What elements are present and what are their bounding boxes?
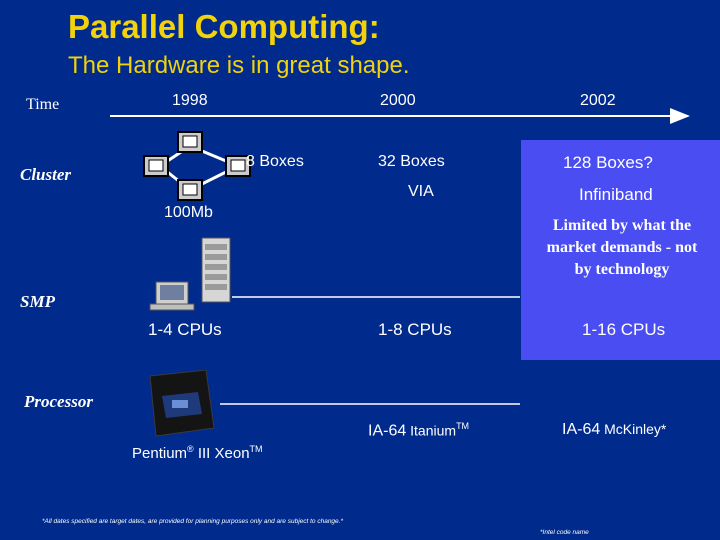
processor-2002-label: IA-64 McKinley* xyxy=(562,421,666,439)
smp-server-icon xyxy=(149,237,231,311)
chip-1998-trademark: TM xyxy=(249,444,263,454)
chip-2002-family: IA-64 xyxy=(562,421,601,438)
chip-2002-name: McKinley* xyxy=(600,421,667,437)
smp-2002-note: Limited by what the market demands - not… xyxy=(546,217,698,278)
disclaimer-footnote: *All dates specified are target dates, a… xyxy=(42,518,343,525)
time-label: Time xyxy=(26,96,60,113)
year-2002: 2002 xyxy=(580,92,616,109)
cluster-network-icon xyxy=(143,131,251,201)
chip-1998-model: III Xeon xyxy=(193,445,250,462)
chip-2000-trademark: TM xyxy=(456,421,470,431)
processor-1998-label: Pentium® III XeonTM xyxy=(132,444,263,462)
cluster-interconnect-2000: VIA xyxy=(408,183,434,200)
processor-2000-label: IA-64 ItaniumTM xyxy=(368,421,469,440)
year-2000: 2000 xyxy=(380,92,416,109)
slide-title: Parallel Computing: xyxy=(68,8,380,45)
cluster-boxes-2000: 32 Boxes xyxy=(378,153,445,170)
cluster-boxes-2002: 128 Boxes? xyxy=(563,153,653,172)
smp-cpus-2000: 1-8 CPUs xyxy=(378,320,452,339)
row-label-processor: Processor xyxy=(24,392,93,411)
xeon-processor-icon xyxy=(149,369,215,437)
chip-1998-registered: ® xyxy=(187,444,194,454)
row-label-smp: SMP xyxy=(20,292,55,311)
slide-subtitle: The Hardware is in great shape. xyxy=(68,52,410,79)
year-1998: 1998 xyxy=(172,92,208,109)
chip-1998-name: Pentium xyxy=(132,445,188,462)
row-label-cluster: Cluster xyxy=(20,165,72,184)
smp-cpus-2002: 1-16 CPUs xyxy=(582,320,666,339)
smp-cpus-1998: 1-4 CPUs xyxy=(148,320,222,339)
cluster-boxes-1998: 8 Boxes xyxy=(246,153,304,170)
cluster-network-1998: 100Mb xyxy=(164,204,213,221)
future-highlight-panel xyxy=(521,140,720,360)
cluster-interconnect-2002: Infiniband xyxy=(579,185,653,204)
codename-footnote: *Intel code name xyxy=(540,529,589,536)
chip-2000-name: Itanium xyxy=(406,422,457,439)
chip-2000-family: IA-64 xyxy=(368,422,407,440)
